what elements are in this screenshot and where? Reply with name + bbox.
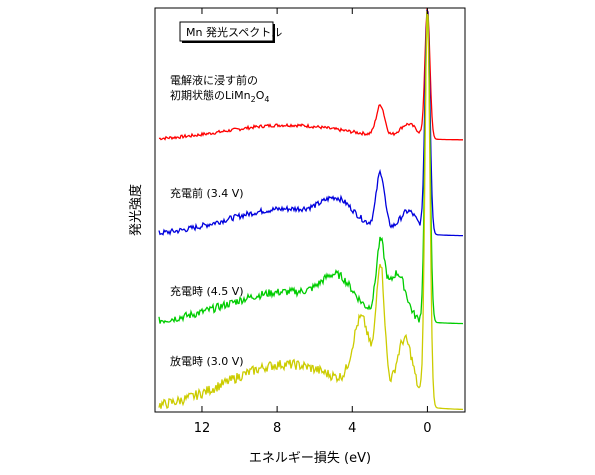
- series-label-red-o: O: [256, 89, 265, 102]
- series-label-yellow: 放電時 (3.0 V): [170, 354, 244, 368]
- series-label-red-line1: 電解液に浸す前の: [170, 73, 258, 87]
- spectrum-line-2: [158, 12, 464, 325]
- series-label-green: 充電時 (4.5 V): [170, 284, 244, 298]
- series-label-red-main: 初期状態のLiMn: [170, 88, 251, 102]
- x-tick-label: 12: [194, 421, 211, 436]
- tick-group: 12 8 4 0: [194, 8, 432, 436]
- plot-frame: [154, 7, 466, 413]
- title-box-shadow-bottom: [182, 41, 275, 43]
- series-label-red-sub1: 2: [251, 95, 256, 104]
- series-label-blue: 充電前 (3.4 V): [170, 186, 244, 200]
- series-group: [158, 7, 464, 411]
- title-box-shadow: [273, 24, 275, 43]
- y-axis-title: 発光強度: [128, 184, 144, 236]
- series-label-red-line2: 初期状態のLiMn2O4: [170, 88, 270, 104]
- x-tick-label: 0: [423, 421, 431, 436]
- series-label-red-sub2: 4: [264, 95, 269, 104]
- spectrum-line-0: [158, 7, 463, 141]
- spectrum-line-3: [158, 10, 463, 411]
- spectrum-line-1: [158, 9, 463, 237]
- title-box: Mn 発光スペクトル: [179, 21, 282, 43]
- x-tick-label: 4: [348, 421, 356, 436]
- x-tick-label: 8: [273, 421, 281, 436]
- chart-title: Mn 発光スペクトル: [186, 25, 282, 39]
- x-axis-title: エネルギー損失 (eV): [249, 451, 371, 466]
